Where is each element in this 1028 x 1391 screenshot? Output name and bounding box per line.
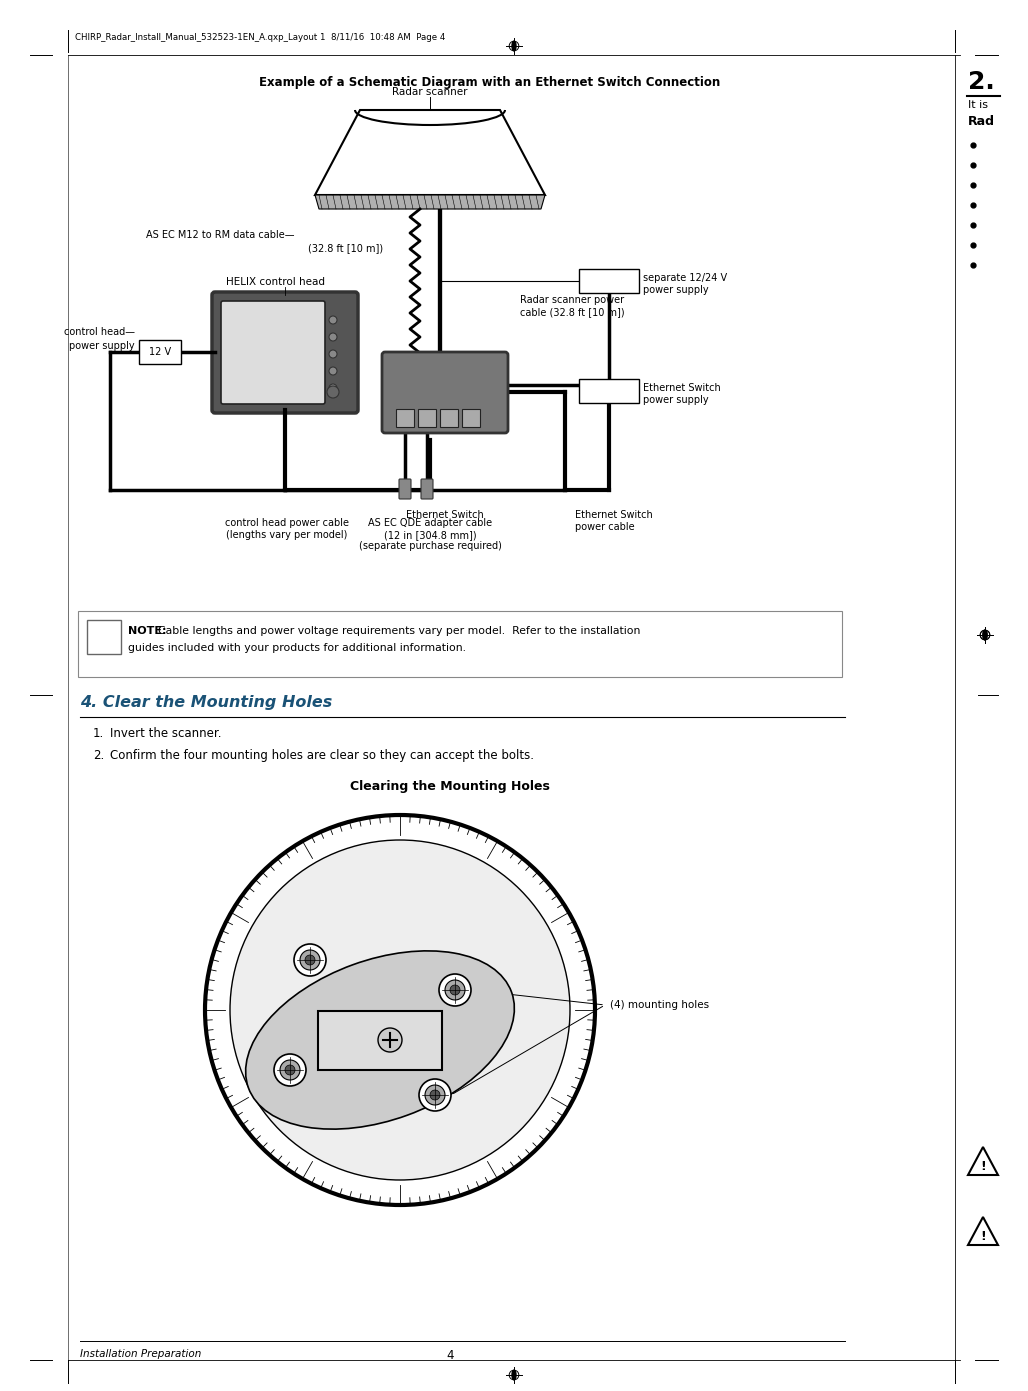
FancyBboxPatch shape [579,378,639,403]
Circle shape [439,974,471,1006]
Text: Rad: Rad [968,115,995,128]
Polygon shape [968,1148,998,1175]
Text: Cable lengths and power voltage requirements vary per model.  Refer to the insta: Cable lengths and power voltage requirem… [158,626,640,636]
Circle shape [419,1079,451,1111]
FancyBboxPatch shape [78,611,842,677]
Text: Ethernet Switch
power supply: Ethernet Switch power supply [642,383,721,405]
Ellipse shape [246,951,514,1129]
FancyBboxPatch shape [221,300,325,403]
Circle shape [425,1085,445,1104]
Text: Ethernet Switch
power cable: Ethernet Switch power cable [575,510,653,531]
FancyBboxPatch shape [579,268,639,294]
Circle shape [327,385,339,398]
Text: 4. Clear the Mounting Holes: 4. Clear the Mounting Holes [80,696,332,709]
Circle shape [445,981,465,1000]
Text: 2.: 2. [968,70,995,95]
Circle shape [450,985,460,995]
Text: Clearing the Mounting Holes: Clearing the Mounting Holes [351,780,550,793]
Text: HELIX control head: HELIX control head [225,277,325,287]
Circle shape [329,332,337,341]
Circle shape [305,956,315,965]
Text: separate 12/24 V
power supply: separate 12/24 V power supply [642,273,727,295]
Text: guides included with your products for additional information.: guides included with your products for a… [128,643,466,652]
Text: control head power cable
(lengths vary per model): control head power cable (lengths vary p… [225,517,348,540]
Polygon shape [315,195,545,209]
Ellipse shape [512,1370,516,1380]
Circle shape [205,815,595,1205]
Circle shape [294,944,326,976]
Circle shape [329,316,337,324]
Text: power supply: power supply [69,341,135,351]
Circle shape [378,1028,402,1052]
FancyBboxPatch shape [396,409,414,427]
Circle shape [280,1060,300,1079]
Text: 4: 4 [446,1349,453,1362]
Text: 12 V: 12 V [149,346,171,357]
FancyBboxPatch shape [318,1011,442,1070]
FancyBboxPatch shape [212,292,358,413]
Polygon shape [968,1217,998,1245]
Text: Confirm the four mounting holes are clear so they can accept the bolts.: Confirm the four mounting holes are clea… [110,748,534,762]
FancyBboxPatch shape [87,620,121,654]
Text: 1.: 1. [93,727,104,740]
Text: Example of a Schematic Diagram with an Ethernet Switch Connection: Example of a Schematic Diagram with an E… [259,77,721,89]
Circle shape [274,1054,306,1086]
FancyBboxPatch shape [462,409,480,427]
FancyBboxPatch shape [399,479,411,499]
FancyBboxPatch shape [421,479,433,499]
Text: Installation Preparation: Installation Preparation [80,1349,201,1359]
Text: 12 / 24 V: 12 / 24 V [587,275,631,287]
Text: CHIRP_Radar_Install_Manual_532523-1EN_A.qxp_Layout 1  8/11/16  10:48 AM  Page 4: CHIRP_Radar_Install_Manual_532523-1EN_A.… [75,32,445,42]
Text: AS EC M12 to RM data cable—: AS EC M12 to RM data cable— [147,230,295,241]
Text: Invert the scanner.: Invert the scanner. [110,727,221,740]
FancyBboxPatch shape [440,409,458,427]
Text: (4) mounting holes: (4) mounting holes [610,1000,709,1010]
Circle shape [430,1091,440,1100]
Circle shape [329,384,337,392]
Text: (32.8 ft [10 m]): (32.8 ft [10 m]) [308,243,383,253]
Text: AS EC QDE adapter cable
(12 in [304.8 mm])
(separate purchase required): AS EC QDE adapter cable (12 in [304.8 mm… [359,517,502,551]
FancyBboxPatch shape [418,409,436,427]
Circle shape [230,840,570,1180]
Text: It is: It is [968,100,988,110]
Text: Radar scanner: Radar scanner [393,88,468,97]
FancyBboxPatch shape [139,339,181,364]
Text: !: ! [980,1230,986,1242]
Text: Radar scanner power
cable (32.8 ft [10 m]): Radar scanner power cable (32.8 ft [10 m… [520,295,625,317]
Circle shape [329,351,337,357]
Ellipse shape [512,42,516,51]
Polygon shape [315,110,545,195]
Circle shape [300,950,320,970]
Text: 2.: 2. [93,748,104,762]
FancyBboxPatch shape [382,352,508,433]
Ellipse shape [983,630,987,640]
Text: 12 / 24 V: 12 / 24 V [587,385,631,396]
Circle shape [329,367,337,376]
Ellipse shape [983,630,987,640]
Text: NOTE:: NOTE: [128,626,167,636]
Text: control head—: control head— [64,327,135,337]
Text: !: ! [980,1160,986,1173]
Circle shape [285,1066,295,1075]
Text: Ethernet Switch: Ethernet Switch [406,510,484,520]
